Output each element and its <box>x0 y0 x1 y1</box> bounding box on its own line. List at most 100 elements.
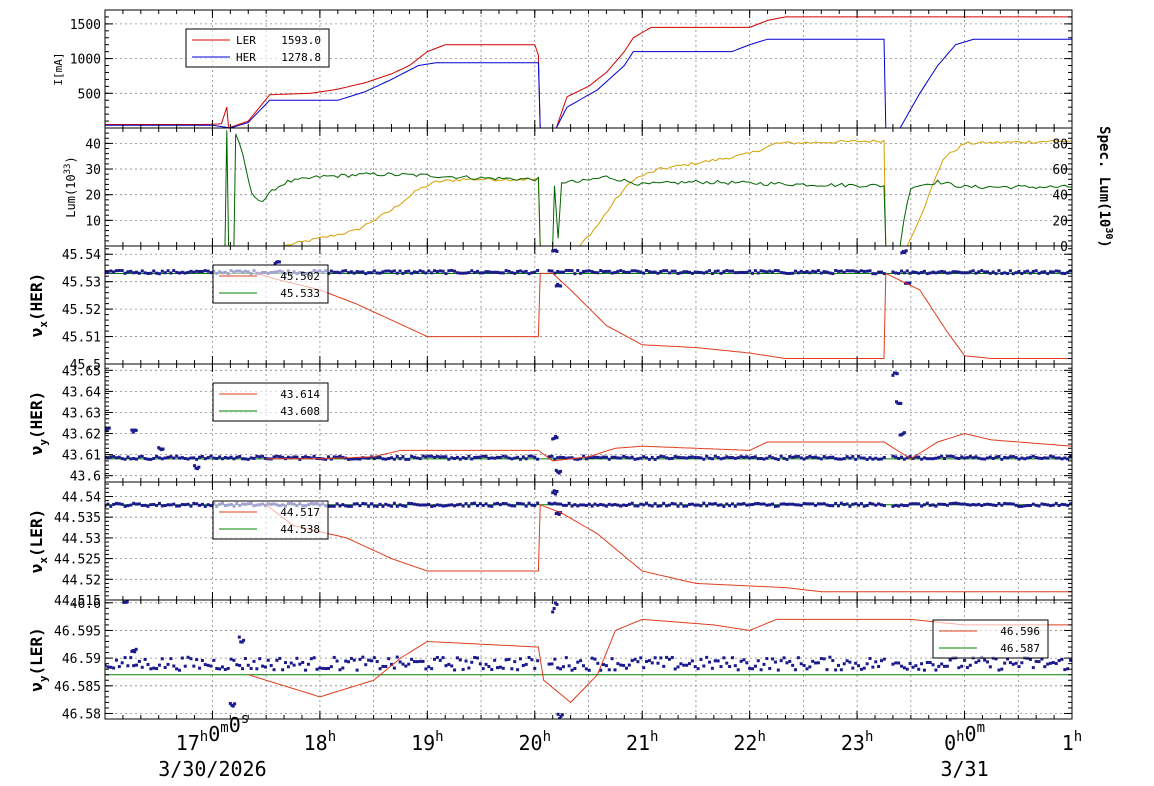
measured-point <box>430 504 434 508</box>
measured-point <box>567 501 571 505</box>
measured-point <box>1023 504 1027 508</box>
measured-point <box>524 457 528 461</box>
measured-point <box>854 661 858 665</box>
measured-point <box>496 666 500 670</box>
measured-point <box>831 455 835 459</box>
measured-point <box>143 503 147 507</box>
measured-point <box>911 270 915 274</box>
measured-point <box>845 502 849 506</box>
measured-point <box>1034 456 1038 460</box>
measured-point <box>802 457 806 461</box>
measured-point <box>567 456 571 460</box>
measured-point <box>985 660 989 664</box>
measured-point <box>722 504 726 508</box>
measured-point <box>690 455 694 459</box>
measured-point <box>796 271 800 275</box>
measured-point <box>361 270 365 274</box>
measured-point <box>779 659 783 663</box>
measured-point <box>710 666 714 670</box>
legend-value: 44.538 <box>280 523 320 536</box>
measured-point <box>189 504 193 508</box>
measured-point <box>776 504 780 508</box>
measured-point <box>209 504 213 508</box>
measured-point <box>183 271 187 275</box>
measured-point <box>547 501 551 505</box>
measured-point <box>816 456 820 460</box>
measured-point <box>713 659 717 663</box>
measured-point <box>590 456 594 460</box>
measured-point <box>948 271 952 275</box>
measured-point <box>765 456 769 460</box>
measured-point <box>206 503 210 507</box>
measured-point <box>564 456 568 460</box>
measured-point <box>822 657 826 661</box>
measured-point <box>126 455 130 459</box>
measured-point <box>865 503 869 507</box>
measured-point <box>845 269 849 273</box>
measured-point <box>920 504 924 508</box>
measured-point <box>312 454 316 458</box>
measured-point <box>828 655 832 659</box>
measured-point <box>879 457 883 461</box>
measured-point <box>255 454 259 458</box>
legend-value: 44.517 <box>280 506 320 519</box>
measured-point <box>398 269 402 273</box>
measured-point <box>349 656 353 660</box>
measured-point <box>478 502 482 506</box>
measured-point <box>940 454 944 458</box>
measured-point <box>1043 502 1047 506</box>
measured-point <box>143 271 147 275</box>
measured-point <box>255 667 259 671</box>
measured-point <box>344 659 348 663</box>
measured-point <box>160 504 164 508</box>
measured-point <box>453 668 457 672</box>
measured-spike-point <box>134 428 138 432</box>
measured-point <box>957 270 961 274</box>
measured-point <box>401 662 405 666</box>
plot-area-nuy-ler <box>105 600 1072 719</box>
measured-point <box>461 271 465 275</box>
y-tick-label: 1500 <box>70 18 101 33</box>
measured-spike-point <box>551 610 555 614</box>
measured-point <box>931 503 935 507</box>
measured-point <box>725 455 729 459</box>
y2-tick-label: 40 <box>1052 189 1068 204</box>
measured-point <box>455 271 459 275</box>
measured-point <box>378 271 382 275</box>
measured-point <box>392 666 396 670</box>
measured-point <box>527 454 531 458</box>
measured-point <box>693 455 697 459</box>
measured-point <box>183 664 187 668</box>
measured-point <box>599 502 603 506</box>
measured-point <box>223 668 227 672</box>
measured-point <box>762 502 766 506</box>
measured-point <box>725 269 729 273</box>
measured-point <box>518 457 522 461</box>
measured-point <box>146 457 150 461</box>
measured-point <box>748 269 752 273</box>
measured-point <box>349 504 353 508</box>
measured-point <box>974 503 978 507</box>
measured-point <box>917 502 921 506</box>
measured-point <box>690 502 694 506</box>
measured-point <box>613 668 617 672</box>
measured-point <box>627 270 631 274</box>
measured-point <box>186 655 190 659</box>
y-tick-label: 40 <box>85 137 101 152</box>
measured-point <box>570 504 574 508</box>
measured-point <box>642 455 646 459</box>
measured-point <box>842 503 846 507</box>
x-tick-label: 20h <box>519 729 552 755</box>
measured-point <box>673 667 677 671</box>
measured-point <box>685 663 689 667</box>
measured-point <box>636 457 640 461</box>
measured-point <box>922 668 926 672</box>
measured-point <box>329 269 333 273</box>
legend-value: 46.596 <box>1000 625 1040 638</box>
measured-point <box>358 270 362 274</box>
measured-point <box>573 503 577 507</box>
measured-point <box>432 269 436 273</box>
measured-point <box>662 455 666 459</box>
measured-point <box>579 503 583 507</box>
